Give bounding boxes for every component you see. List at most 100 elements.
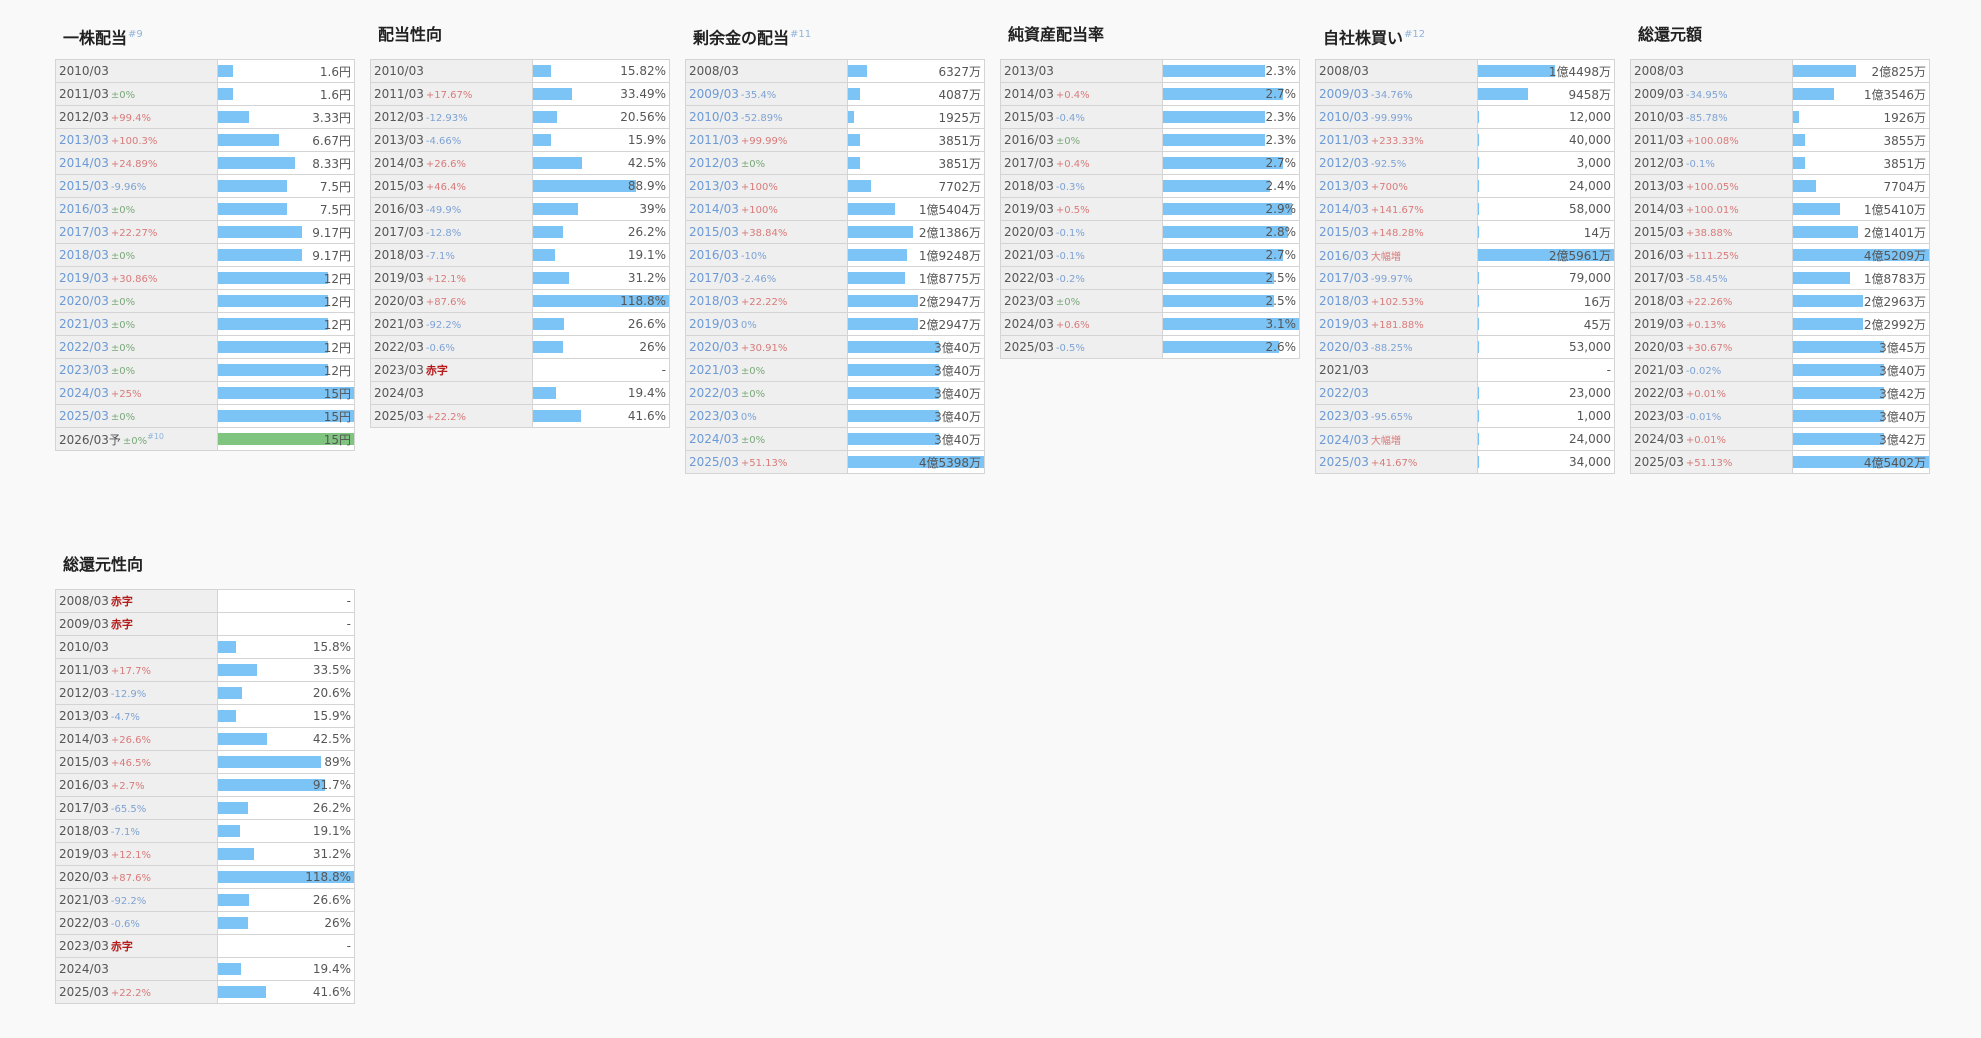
value-cell: 3851万 [847,128,985,152]
period-label[interactable]: 2016/03 [689,248,739,262]
value-bar [848,88,860,100]
period-label[interactable]: 2014/03 [59,156,109,170]
value-cell: 14万 [1477,220,1615,244]
value-bar [848,272,905,284]
value-label: 6327万 [938,64,981,79]
period-cell: 2020/03 -0.1% [1000,220,1163,244]
period-label[interactable]: 2015/03 [689,225,739,239]
period-label[interactable]: 2012/03 [689,156,739,170]
value-cell: 2.9% [1162,197,1300,221]
change-label: -85.78% [1685,113,1728,124]
period-label[interactable]: 2025/03 [59,409,109,423]
value-cell: 2.7% [1162,243,1300,267]
table-row: 2024/03 19.4% [55,957,355,981]
period-label[interactable]: 2024/03 [59,386,109,400]
table-row: 2025/03 +22.2% 41.6% [370,404,670,428]
period-label[interactable]: 2011/03 [1319,133,1369,147]
value-bar [533,410,581,422]
period-label[interactable]: 2013/03 [689,179,739,193]
value-label: 26.6% [627,317,666,331]
period-label[interactable]: 2014/03 [689,202,739,216]
period-label[interactable]: 2019/03 [1319,317,1369,331]
period-label[interactable]: 2017/03 [689,271,739,285]
change-label: ±0% [740,389,766,400]
period-cell: 2013/03 +100.3% [55,128,218,152]
period-cell: 2015/03 +46.5% [55,750,218,774]
table-row: 2018/03 +22.26% 2億2963万 [1630,289,1930,313]
period-label[interactable]: 2013/03 [1319,179,1369,193]
period-label[interactable]: 2025/03 [1319,455,1369,469]
period-label[interactable]: 2011/03 [689,133,739,147]
period-label[interactable]: 2023/03 [59,363,109,377]
period-label[interactable]: 2014/03 [1319,202,1369,216]
value-label: 53,000 [1569,340,1611,354]
table-row: 2025/03 -0.5% 2.6% [1000,335,1300,359]
value-bar [218,134,279,146]
period-label[interactable]: 2019/03 [689,317,739,331]
period-label[interactable]: 2023/03 [1319,409,1369,423]
change-label: +100.08% [1685,136,1739,147]
period-label[interactable]: 2025/03 [689,455,739,469]
value-cell: 1億5410万 [1792,197,1930,221]
period-label[interactable]: 2015/03 [59,179,109,193]
period-label[interactable]: 2024/03 [1319,432,1369,447]
period-label: 2013/03 [59,709,109,723]
period-cell: 2023/03 -0.01% [1630,404,1793,428]
period-cell: 2019/03 0% [685,312,848,336]
period-label[interactable]: 2021/03 [689,363,739,377]
value-bar [1478,387,1479,399]
period-label[interactable]: 2016/03 [59,202,109,216]
period-cell: 2020/03 +30.67% [1630,335,1793,359]
period-label[interactable]: 2022/03 [59,340,109,354]
period-label[interactable]: 2019/03 [59,271,109,285]
period-label[interactable]: 2012/03 [1319,156,1369,170]
period-label: 2025/03 [59,985,109,999]
table-row: 2015/03 -0.4% 2.3% [1000,105,1300,129]
table-row: 2012/03 +99.4% 3.33円 [55,105,355,129]
period-label: 2016/03 [59,778,109,792]
period-label[interactable]: 2018/03 [1319,294,1369,308]
period-label[interactable]: 2017/03 [59,225,109,239]
value-label: 1億3546万 [1863,87,1926,102]
value-cell: 3億40万 [847,404,985,428]
table-row: 2022/03 ±0% 3億40万 [685,381,985,405]
period-label[interactable]: 2021/03 [59,317,109,331]
period-label[interactable]: 2010/03 [1319,110,1369,124]
period-label[interactable]: 2015/03 [1319,225,1369,239]
value-cell: 6.67円 [217,128,355,152]
period-cell: 2020/03 +30.91% [685,335,848,359]
period-label[interactable]: 2017/03 [1319,271,1369,285]
value-cell: 7.5円 [217,174,355,198]
period-cell: 2011/03 ±0% [55,82,218,106]
period-label[interactable]: 2009/03 [1319,87,1369,101]
period-label[interactable]: 2016/03 [1319,248,1369,263]
period-label[interactable]: 2018/03 [59,248,109,262]
change-label: ±0% [110,320,136,331]
period-label[interactable]: 2023/03 [689,409,739,423]
table-row: 2019/03 +0.5% 2.9% [1000,197,1300,221]
change-label: +181.88% [1370,320,1424,331]
period-label[interactable]: 2010/03 [689,110,739,124]
period-label: 2021/03 [1634,363,1684,377]
period-cell: 2015/03 +38.84% [685,220,848,244]
period-label[interactable]: 2013/03 [59,133,109,147]
change-label: 0% [740,412,757,423]
change-label: +100% [740,205,778,216]
period-label[interactable]: 2024/03 [689,432,739,446]
period-label[interactable]: 2009/03 [689,87,739,101]
table-row: 2015/03 +38.84% 2億1386万 [685,220,985,244]
period-label[interactable]: 2020/03 [689,340,739,354]
table-row: 2013/03 2.3% [1000,59,1300,83]
period-label[interactable]: 2020/03 [59,294,109,308]
value-cell: 4087万 [847,82,985,106]
period-cell: 2018/03 -7.1% [55,819,218,843]
table-row: 2021/03 -0.02% 3億40万 [1630,358,1930,382]
value-cell: 118.8% [532,289,670,313]
period-label[interactable]: 2022/03 [1319,386,1369,400]
data-table: 2008/03 1億4498万 2009/03 -34.76% 9458万 2010/03… [1315,59,1615,474]
period-label[interactable]: 2022/03 [689,386,739,400]
value-cell: 3億40万 [847,427,985,451]
period-label[interactable]: 2018/03 [689,294,739,308]
period-label[interactable]: 2020/03 [1319,340,1369,354]
value-cell: - [1477,358,1615,382]
